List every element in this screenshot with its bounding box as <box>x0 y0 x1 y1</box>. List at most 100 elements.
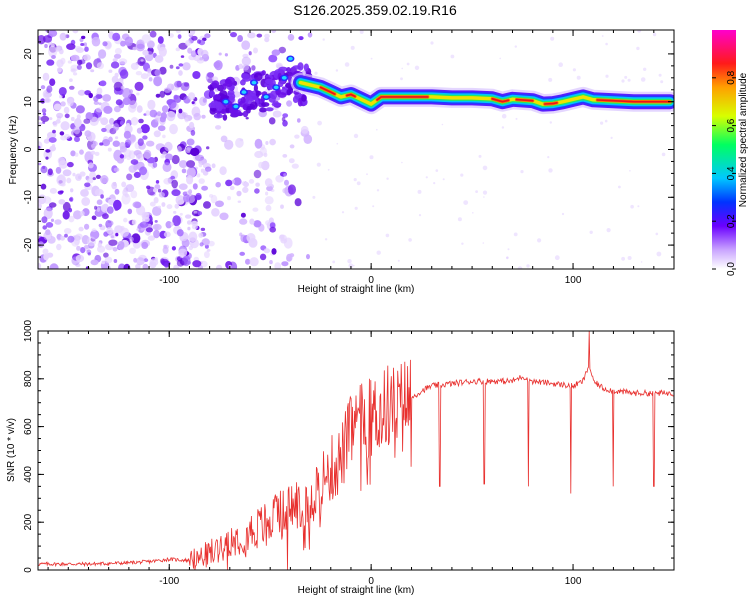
noise-blob <box>186 175 194 185</box>
noise-blob <box>74 152 79 157</box>
noise-blob <box>282 120 288 127</box>
noise-blob <box>91 215 97 221</box>
noise-blob <box>60 121 70 131</box>
noise-blob <box>81 197 91 206</box>
noise-blob <box>94 205 98 210</box>
noise-blob <box>161 105 169 113</box>
noise-dot <box>482 242 485 244</box>
noise-dot <box>327 168 330 171</box>
noise-blob <box>70 188 74 193</box>
noise-blob <box>171 179 178 189</box>
noise-blob <box>88 92 93 99</box>
noise-dot <box>637 30 642 33</box>
noise-blob <box>286 89 292 96</box>
noise-blob <box>51 55 56 59</box>
noise-blob <box>48 202 57 208</box>
noise-dot <box>499 57 502 60</box>
noise-blob <box>280 204 284 209</box>
noise-blob <box>74 136 80 143</box>
noise-blob <box>42 35 53 43</box>
noise-blob <box>188 92 196 101</box>
noise-blob <box>230 31 237 38</box>
noise-blob <box>48 137 57 143</box>
noise-blob <box>135 263 141 269</box>
noise-blob <box>122 97 131 106</box>
noise-blob <box>229 185 235 191</box>
spectrogram-ylabel: Frequency (Hz) <box>8 116 19 185</box>
noise-blob <box>204 244 209 249</box>
spectrogram-xlabel: Height of straight line (km) <box>298 284 415 295</box>
noise-blob <box>113 123 120 131</box>
noise-blob <box>90 143 97 148</box>
noise-blob <box>147 99 156 110</box>
noise-blob <box>96 62 104 70</box>
noise-blob <box>113 81 123 92</box>
noise-blob <box>271 49 281 56</box>
noise-blob <box>182 62 191 71</box>
noise-blob <box>52 129 56 134</box>
noise-blob <box>57 157 66 165</box>
y-tick-label: 200 <box>23 513 34 530</box>
noise-blob <box>85 62 93 70</box>
noise-blob <box>171 154 180 165</box>
noise-blob <box>248 238 258 248</box>
noise-blob <box>70 68 77 73</box>
noise-blob <box>48 45 58 58</box>
noise-blob <box>70 54 80 62</box>
noise-blob <box>43 253 49 261</box>
noise-blob <box>184 117 189 123</box>
noise-blob <box>153 130 161 138</box>
y-tick-label: 1000 <box>23 319 34 342</box>
noise-blob <box>300 125 309 134</box>
noise-blob <box>140 228 145 231</box>
noise-blob <box>163 87 172 93</box>
ridge-core <box>515 98 534 102</box>
noise-blob <box>162 162 172 173</box>
noise-blob <box>91 228 97 233</box>
noise-blob <box>115 136 119 140</box>
noise-blob <box>237 35 244 42</box>
noise-blob <box>279 234 285 240</box>
noise-dot <box>627 78 631 82</box>
noise-blob <box>113 53 122 59</box>
noise-dot <box>442 178 445 181</box>
noise-blob <box>160 155 165 159</box>
noise-blob <box>227 89 235 96</box>
noise-blob <box>145 227 153 233</box>
noise-blob <box>59 131 65 136</box>
noise-blob <box>68 207 73 213</box>
noise-blob <box>58 199 66 205</box>
noise-dot <box>418 214 422 217</box>
noise-blob <box>83 42 88 47</box>
snr-series-line <box>38 331 674 570</box>
noise-blob <box>240 96 246 104</box>
noise-dot <box>475 190 478 194</box>
noise-blob <box>154 55 164 63</box>
noise-blob <box>142 135 148 140</box>
noise-blob <box>155 118 160 123</box>
noise-blob <box>225 179 233 187</box>
ridge-core <box>544 102 558 105</box>
noise-blob <box>83 244 90 249</box>
noise-blob <box>173 210 177 214</box>
noise-dot <box>537 238 542 243</box>
noise-blob <box>84 223 90 230</box>
noise-dot <box>483 196 485 198</box>
noise-blob <box>185 214 192 219</box>
noise-blob <box>154 224 159 230</box>
noise-dot <box>547 156 550 159</box>
noise-dot <box>507 248 510 251</box>
noise-blob <box>233 177 242 186</box>
noise-blob <box>60 101 66 107</box>
noise-dot <box>576 75 581 80</box>
noise-blob <box>42 112 47 116</box>
noise-blob <box>200 49 209 58</box>
noise-blob <box>206 249 211 252</box>
noise-blob <box>112 58 118 62</box>
noise-dot <box>354 206 358 210</box>
noise-blob <box>154 220 158 223</box>
noise-blob <box>147 71 152 77</box>
noise-blob <box>185 40 191 47</box>
noise-blob <box>265 191 269 196</box>
